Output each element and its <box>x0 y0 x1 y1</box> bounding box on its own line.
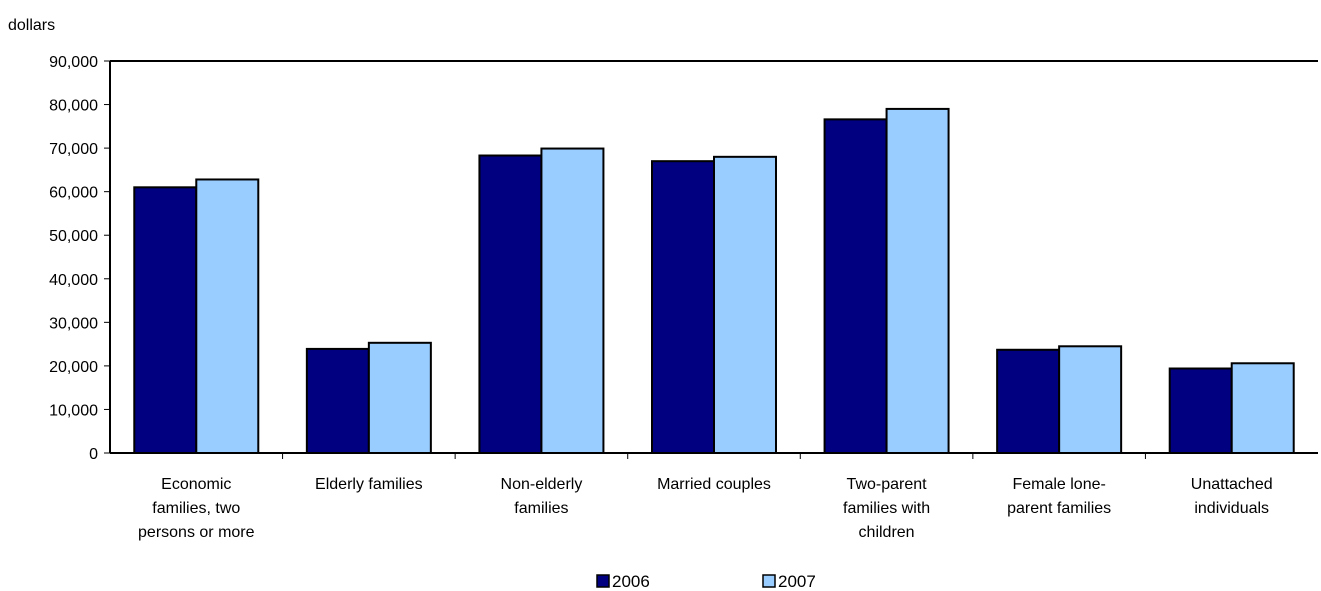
axes <box>109 60 1318 459</box>
legend-label-2007: 2007 <box>778 572 816 591</box>
y-tick-label: 60,000 <box>49 185 98 202</box>
y-tick-label: 40,000 <box>49 272 98 289</box>
x-category-label: Married couples <box>657 476 771 493</box>
x-category-label: Unattached individuals <box>1191 476 1273 517</box>
bar-2006-3 <box>478 154 543 454</box>
x-axis-labels: Economic families, two persons or more Elde… <box>138 476 1273 541</box>
bars <box>133 107 1295 455</box>
y-tick-label: 70,000 <box>49 141 98 158</box>
bar-2006-6 <box>996 348 1061 455</box>
legend: 2006 2007 <box>596 572 816 591</box>
y-tick-label: 50,000 <box>49 228 98 245</box>
bar-2006-4 <box>651 160 715 455</box>
bar-2006-1 <box>133 186 198 455</box>
x-category-label: Two-parent families with children <box>843 476 930 541</box>
x-category-label: Elderly families <box>315 476 423 493</box>
bar-2007-1 <box>195 178 260 455</box>
y-tick-label: 20,000 <box>49 359 98 376</box>
x-category-label: Female lone-parent families <box>1007 476 1111 517</box>
legend-swatch-2007 <box>762 574 776 588</box>
y-axis: 0 10,000 20,000 30,000 40,000 50,000 60,000 70,… <box>49 54 110 463</box>
y-tick-label: 30,000 <box>49 315 98 332</box>
x-category-label: Economic families, two persons or more <box>138 476 255 541</box>
y-tick-label: 80,000 <box>49 98 98 115</box>
bar-2006-5 <box>823 118 888 454</box>
y-tick-label: 0 <box>89 446 98 463</box>
legend-label-2006: 2006 <box>612 572 650 591</box>
bar-2007-5 <box>885 107 950 455</box>
bar-2007-2 <box>367 341 432 454</box>
y-tick-label: 90,000 <box>49 54 98 71</box>
bar-2007-3 <box>540 147 605 454</box>
y-axis-unit-label: dollars <box>8 17 55 34</box>
bar-2006-2 <box>305 347 370 454</box>
y-tick-label: 10,000 <box>49 402 98 419</box>
x-category-label: Non-elderly families <box>501 476 583 517</box>
bar-2007-4 <box>713 155 777 454</box>
bar-2007-6 <box>1058 345 1123 454</box>
bar-2006-7 <box>1168 367 1233 455</box>
legend-swatch-2006 <box>596 574 610 588</box>
bar-2007-7 <box>1230 362 1295 454</box>
